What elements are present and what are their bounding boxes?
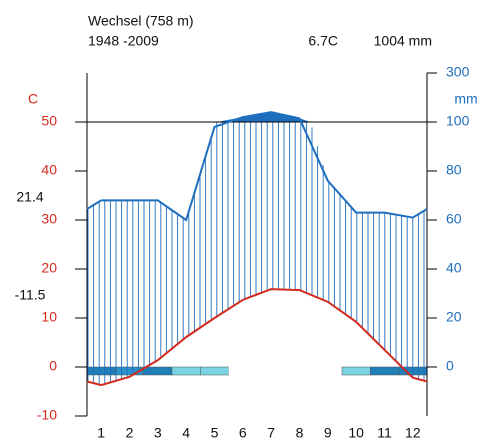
y2-tick-label: 40 bbox=[446, 260, 462, 276]
y2-tick-label: 0 bbox=[446, 358, 454, 374]
y2-tick-label: 60 bbox=[446, 211, 462, 227]
x-tick-label: 4 bbox=[182, 425, 190, 441]
y2-tick-label: 20 bbox=[446, 309, 462, 325]
y-tick-label: 10 bbox=[41, 309, 57, 325]
x-tick-label: 5 bbox=[211, 425, 219, 441]
x-tick-label: 8 bbox=[296, 425, 304, 441]
frost-box bbox=[171, 366, 201, 376]
annotation: 21.4 bbox=[16, 189, 43, 205]
mean-temperature: 6.7C bbox=[308, 33, 338, 49]
x-tick-label: 1 bbox=[97, 425, 105, 441]
y2-axis-label: mm bbox=[454, 91, 477, 107]
temperature-line bbox=[100, 288, 414, 387]
precipitation-line bbox=[101, 111, 414, 222]
y-tick-label: -10 bbox=[37, 407, 57, 423]
edge-segment bbox=[86, 199, 102, 210]
frost-box bbox=[200, 366, 229, 376]
x-tick-label: 3 bbox=[154, 425, 162, 441]
y2-tick-label: 300 bbox=[446, 64, 470, 80]
x-tick-label: 7 bbox=[267, 425, 275, 441]
period: 1948 -2009 bbox=[88, 33, 159, 49]
frost-box bbox=[143, 366, 173, 376]
y-tick-label: 40 bbox=[41, 162, 57, 178]
y2-tick-label: 100 bbox=[446, 113, 470, 129]
y-tick-label: 50 bbox=[41, 113, 57, 129]
frost-box bbox=[285, 367, 314, 375]
y-tick-label: 30 bbox=[41, 211, 57, 227]
frost-box bbox=[341, 366, 371, 376]
x-tick-label: 9 bbox=[324, 425, 332, 441]
frost-box bbox=[86, 366, 116, 376]
x-tick-label: 12 bbox=[405, 425, 421, 441]
x-tick-label: 10 bbox=[348, 425, 364, 441]
edge-segment bbox=[86, 380, 102, 387]
x-tick-label: 2 bbox=[126, 425, 134, 441]
x-tick-label: 11 bbox=[377, 425, 392, 441]
frost-box bbox=[257, 367, 286, 375]
annotation: -11.5 bbox=[15, 287, 46, 303]
y-axis-label: C bbox=[28, 91, 38, 107]
y2-tick-label: 80 bbox=[446, 162, 462, 178]
annual-precipitation: 1004 mm bbox=[374, 33, 432, 49]
edge-segment bbox=[412, 208, 428, 219]
frost-box bbox=[313, 367, 342, 375]
y-tick-label: 0 bbox=[49, 358, 57, 374]
x-tick-label: 6 bbox=[239, 425, 247, 441]
y-tick-label: 20 bbox=[41, 260, 57, 276]
frost-box bbox=[370, 366, 399, 376]
edge-segment bbox=[412, 376, 428, 383]
chart-title: Wechsel (758 m) bbox=[88, 13, 194, 29]
frost-box bbox=[228, 367, 257, 375]
